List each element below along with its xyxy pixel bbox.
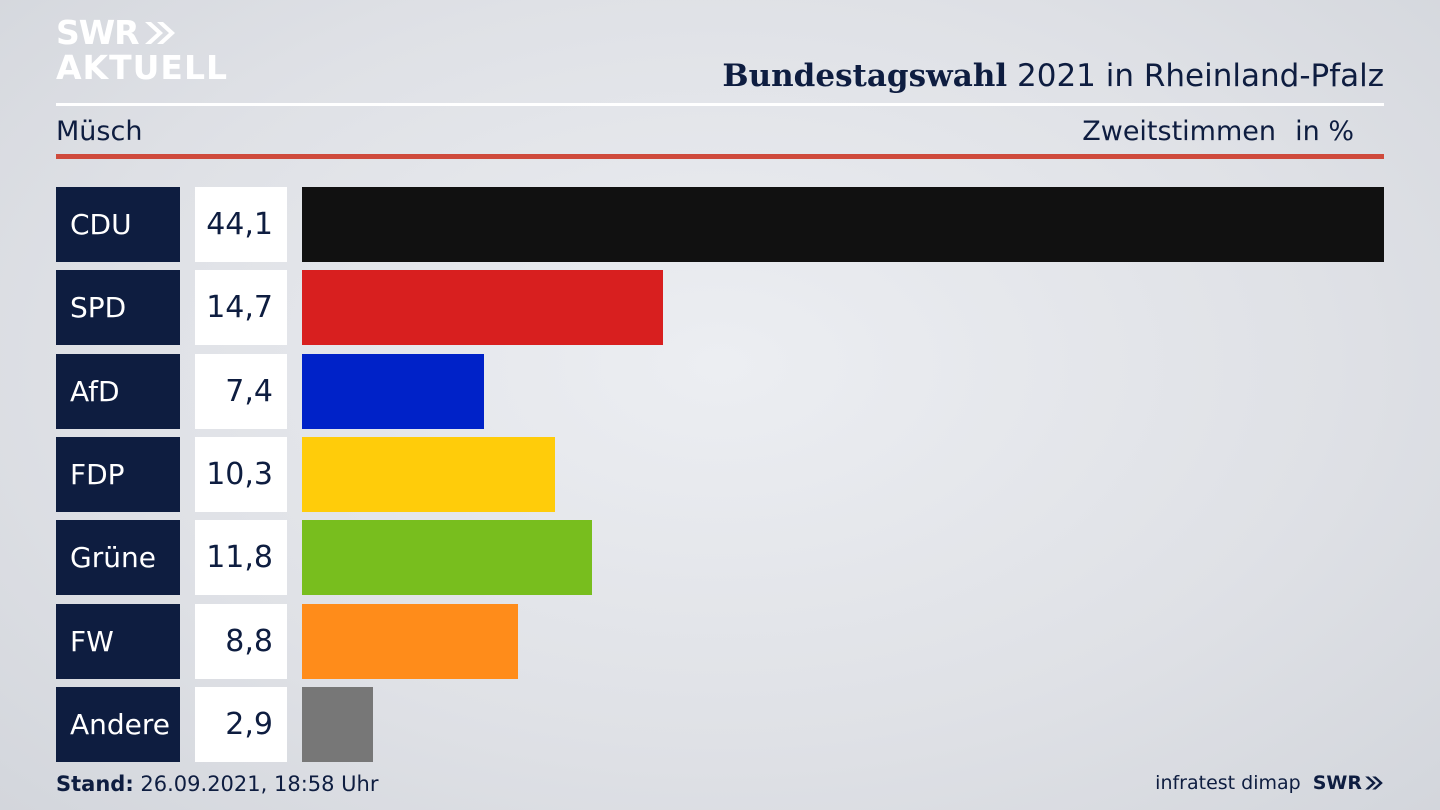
bar	[302, 603, 518, 679]
chart-title-bold: Bundestagswahl	[722, 58, 1008, 94]
value-label: 44,1	[195, 187, 287, 262]
accent-divider	[56, 154, 1384, 159]
region-label: Müsch	[56, 116, 143, 147]
party-label: SPD	[56, 270, 180, 346]
bar-row: FDP 10,3	[56, 436, 1384, 512]
source-credit: infratest dimap SWR	[1155, 772, 1384, 794]
double-chevron-icon	[1365, 776, 1383, 790]
party-label: FW	[56, 603, 180, 679]
value-label: 2,9	[195, 686, 287, 762]
party-label: FDP	[56, 436, 180, 512]
party-label: CDU	[56, 187, 180, 262]
bar-row: AfD 7,4	[56, 353, 1384, 429]
value-label: 7,4	[195, 353, 287, 429]
timestamp-value: 26.09.2021, 18:58 Uhr	[133, 772, 379, 796]
logo-swr-text: SWR	[56, 13, 140, 52]
party-label: Andere	[56, 686, 180, 762]
bar	[302, 270, 663, 346]
bar	[302, 520, 592, 596]
bar-row: FW 8,8	[56, 603, 1384, 679]
bar	[302, 353, 484, 429]
value-label: 10,3	[195, 436, 287, 512]
party-label: Grüne	[56, 520, 180, 596]
unit-label: in %	[1295, 116, 1354, 147]
bar-row: Grüne 11,8	[56, 520, 1384, 596]
swr-aktuell-logo: SWR AKTUELL	[56, 16, 228, 84]
value-label: 14,7	[195, 270, 287, 346]
chart-title: Bundestagswahl 2021 in Rheinland-Pfalz	[722, 58, 1384, 94]
bar-row: CDU 44,1	[56, 187, 1384, 262]
value-label: 8,8	[195, 603, 287, 679]
source-label: infratest dimap	[1155, 772, 1301, 794]
logo-aktuell-text: AKTUELL	[56, 48, 229, 87]
swr-footer-text: SWR	[1312, 772, 1362, 794]
bar	[302, 436, 555, 512]
timestamp-label: Stand:	[56, 772, 134, 796]
bar	[302, 187, 1384, 262]
header-divider	[56, 103, 1384, 106]
swr-footer-logo: SWR	[1313, 772, 1384, 794]
bar-row: Andere 2,9	[56, 686, 1384, 762]
party-label: AfD	[56, 353, 180, 429]
double-chevron-icon	[144, 21, 175, 44]
chart-title-rest: 2021 in Rheinland-Pfalz	[1007, 58, 1384, 94]
bar-row: SPD 14,7	[56, 270, 1384, 346]
bar	[302, 686, 374, 762]
timestamp: Stand: 26.09.2021, 18:58 Uhr	[56, 772, 379, 796]
metric-label: Zweitstimmen	[1082, 116, 1276, 147]
value-label: 11,8	[195, 520, 287, 596]
